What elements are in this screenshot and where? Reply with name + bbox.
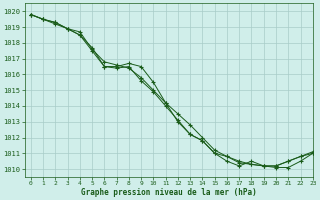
X-axis label: Graphe pression niveau de la mer (hPa): Graphe pression niveau de la mer (hPa): [81, 188, 257, 197]
